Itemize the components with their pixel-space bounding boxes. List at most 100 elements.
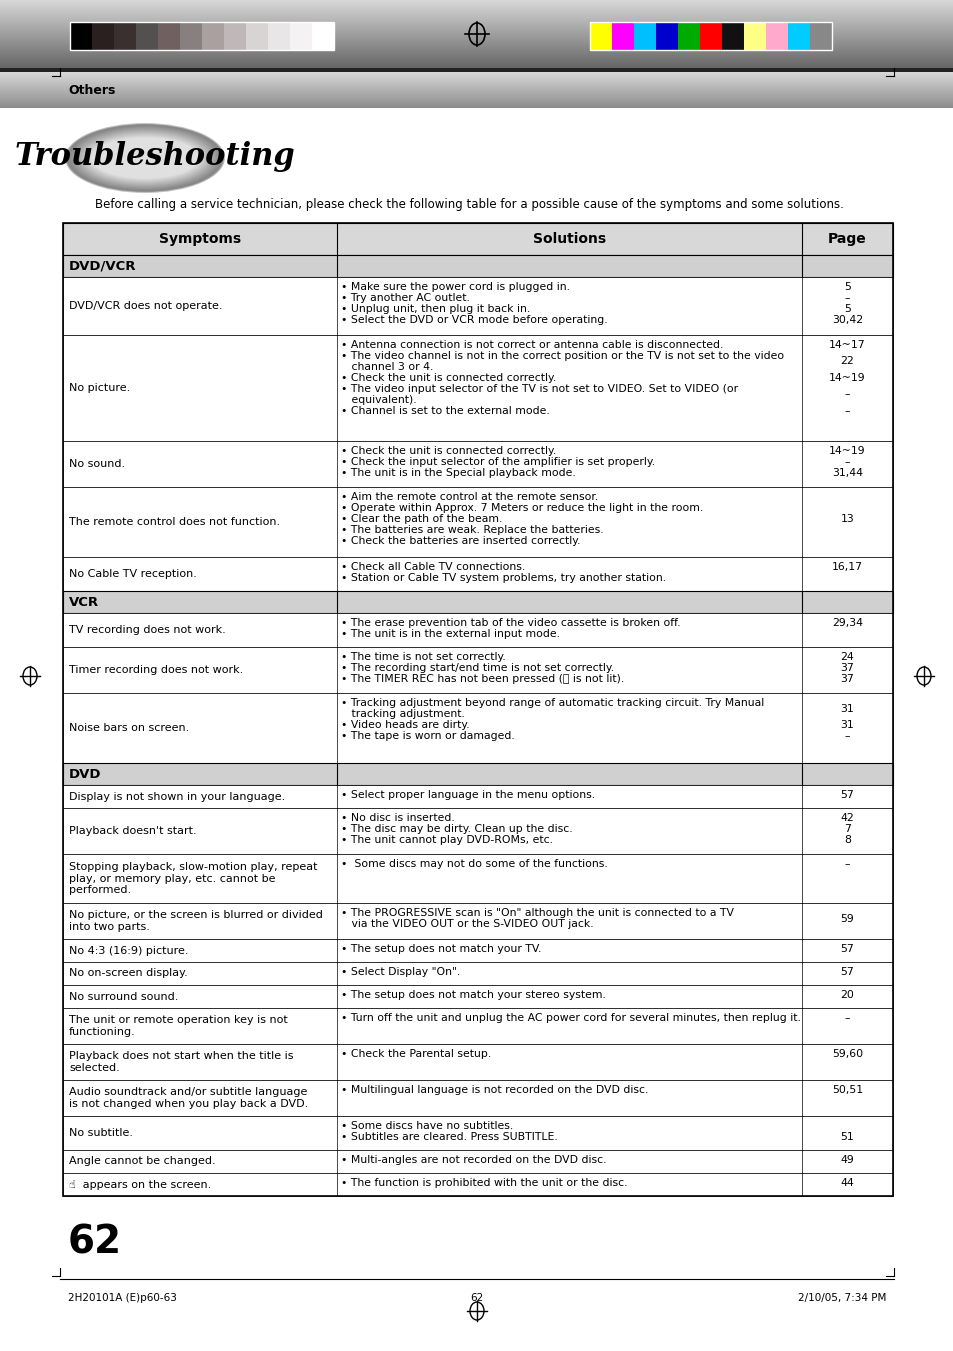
Bar <box>63 985 892 1008</box>
Bar <box>246 22 268 50</box>
Text: 44: 44 <box>840 1178 853 1188</box>
Ellipse shape <box>71 127 219 189</box>
Bar <box>63 763 892 785</box>
Text: Stopping playback, slow-motion play, repeat
play, or memory play, etc. cannot be: Stopping playback, slow-motion play, rep… <box>69 862 317 896</box>
Bar <box>656 22 678 50</box>
Text: • Select Display "On".: • Select Display "On". <box>340 967 459 977</box>
Text: • The function is prohibited with the unit or the disc.: • The function is prohibited with the un… <box>340 1178 627 1188</box>
Ellipse shape <box>90 136 200 180</box>
Text: Solutions: Solutions <box>532 232 605 246</box>
Ellipse shape <box>85 134 205 182</box>
Bar <box>63 223 892 255</box>
Text: • The unit is in the Special playback mode.: • The unit is in the Special playback mo… <box>340 467 575 478</box>
Text: • Clear the path of the beam.: • Clear the path of the beam. <box>340 513 501 524</box>
Text: • The setup does not match your stereo system.: • The setup does not match your stereo s… <box>340 990 605 1000</box>
Ellipse shape <box>79 131 211 185</box>
Text: No Cable TV reception.: No Cable TV reception. <box>69 569 196 580</box>
Text: channel 3 or 4.: channel 3 or 4. <box>340 362 433 372</box>
Bar <box>589 22 831 50</box>
Bar <box>63 486 892 557</box>
Text: 14~17: 14~17 <box>828 340 864 350</box>
Text: 31,44: 31,44 <box>831 467 862 478</box>
Text: No picture, or the screen is blurred or divided
into two parts.: No picture, or the screen is blurred or … <box>69 911 322 932</box>
Text: –: – <box>843 457 849 467</box>
Ellipse shape <box>82 132 208 184</box>
Text: • The video input selector of the TV is not set to VIDEO. Set to VIDEO (or: • The video input selector of the TV is … <box>340 384 738 394</box>
Bar <box>63 939 892 962</box>
Text: 24: 24 <box>840 653 853 662</box>
Text: • Try another AC outlet.: • Try another AC outlet. <box>340 293 469 303</box>
Text: • The video channel is not in the correct position or the TV is not set to the v: • The video channel is not in the correc… <box>340 351 783 361</box>
Bar <box>202 22 224 50</box>
Text: Playback doesn't start.: Playback doesn't start. <box>69 825 196 836</box>
Text: • The setup does not match your TV.: • The setup does not match your TV. <box>340 944 540 954</box>
Bar <box>113 22 136 50</box>
Ellipse shape <box>69 126 221 190</box>
Text: Page: Page <box>827 232 866 246</box>
Text: • Unplug unit, then plug it back in.: • Unplug unit, then plug it back in. <box>340 304 530 313</box>
Text: No sound.: No sound. <box>69 459 125 469</box>
Text: 59: 59 <box>840 913 853 924</box>
Text: • The tape is worn or damaged.: • The tape is worn or damaged. <box>340 731 514 740</box>
Text: 2/10/05, 7:34 PM: 2/10/05, 7:34 PM <box>797 1293 885 1302</box>
Ellipse shape <box>71 127 218 189</box>
Text: 57: 57 <box>840 944 853 954</box>
Text: • The unit cannot play DVD-ROMs, etc.: • The unit cannot play DVD-ROMs, etc. <box>340 835 553 844</box>
Text: • Multilingual language is not recorded on the DVD disc.: • Multilingual language is not recorded … <box>340 1085 648 1096</box>
Bar <box>63 1150 892 1173</box>
Text: Audio soundtrack and/or subtitle language
is not changed when you play back a DV: Audio soundtrack and/or subtitle languag… <box>69 1088 308 1109</box>
Text: • Aim the remote control at the remote sensor.: • Aim the remote control at the remote s… <box>340 492 598 503</box>
Text: • Select the DVD or VCR mode before operating.: • Select the DVD or VCR mode before oper… <box>340 315 607 326</box>
Text: 62: 62 <box>470 1293 483 1302</box>
Text: Troubleshooting: Troubleshooting <box>14 141 295 172</box>
Text: 2H20101A (E)p60-63: 2H20101A (E)p60-63 <box>68 1293 176 1302</box>
Bar <box>63 962 892 985</box>
Bar <box>765 22 787 50</box>
Bar <box>180 22 202 50</box>
Text: • No disc is inserted.: • No disc is inserted. <box>340 813 455 823</box>
Bar <box>63 785 892 808</box>
Ellipse shape <box>73 128 216 188</box>
Bar <box>678 22 700 50</box>
Text: 7: 7 <box>843 824 850 834</box>
Ellipse shape <box>91 138 198 178</box>
Text: 59,60: 59,60 <box>831 1048 862 1059</box>
Ellipse shape <box>75 128 214 188</box>
Bar <box>158 22 180 50</box>
Text: 22: 22 <box>840 357 853 366</box>
Bar <box>787 22 809 50</box>
Text: –: – <box>843 1013 849 1023</box>
Ellipse shape <box>90 136 200 180</box>
Bar <box>63 1044 892 1079</box>
Ellipse shape <box>84 134 206 182</box>
Text: ☝  appears on the screen.: ☝ appears on the screen. <box>69 1179 211 1189</box>
Text: 14~19: 14~19 <box>828 446 864 457</box>
Ellipse shape <box>82 132 208 184</box>
Ellipse shape <box>70 126 220 190</box>
Ellipse shape <box>77 130 213 186</box>
Bar <box>634 22 656 50</box>
Text: 5: 5 <box>843 282 850 292</box>
Text: • Channel is set to the external mode.: • Channel is set to the external mode. <box>340 407 549 416</box>
Text: –: – <box>843 293 849 303</box>
Text: 13: 13 <box>840 513 853 524</box>
Text: • Subtitles are cleared. Press SUBTITLE.: • Subtitles are cleared. Press SUBTITLE. <box>340 1132 558 1142</box>
Bar <box>63 590 892 613</box>
Text: No picture.: No picture. <box>69 382 131 393</box>
Bar <box>63 854 892 902</box>
Text: DVD/VCR does not operate.: DVD/VCR does not operate. <box>69 301 222 311</box>
Text: • Make sure the power cord is plugged in.: • Make sure the power cord is plugged in… <box>340 282 569 292</box>
Text: Timer recording does not work.: Timer recording does not work. <box>69 665 243 676</box>
Text: 16,17: 16,17 <box>831 562 862 571</box>
Text: 8: 8 <box>843 835 850 844</box>
Bar <box>312 22 334 50</box>
Bar <box>0 68 953 72</box>
Bar <box>0 0 953 68</box>
Text: Playback does not start when the title is
selected.: Playback does not start when the title i… <box>69 1051 294 1073</box>
Bar <box>63 440 892 486</box>
Text: • Turn off the unit and unplug the AC power cord for several minutes, then replu: • Turn off the unit and unplug the AC po… <box>340 1013 800 1023</box>
Text: Before calling a service technician, please check the following table for a poss: Before calling a service technician, ple… <box>95 199 843 211</box>
Ellipse shape <box>67 124 223 192</box>
Bar <box>63 1079 892 1116</box>
Text: Others: Others <box>68 84 115 96</box>
